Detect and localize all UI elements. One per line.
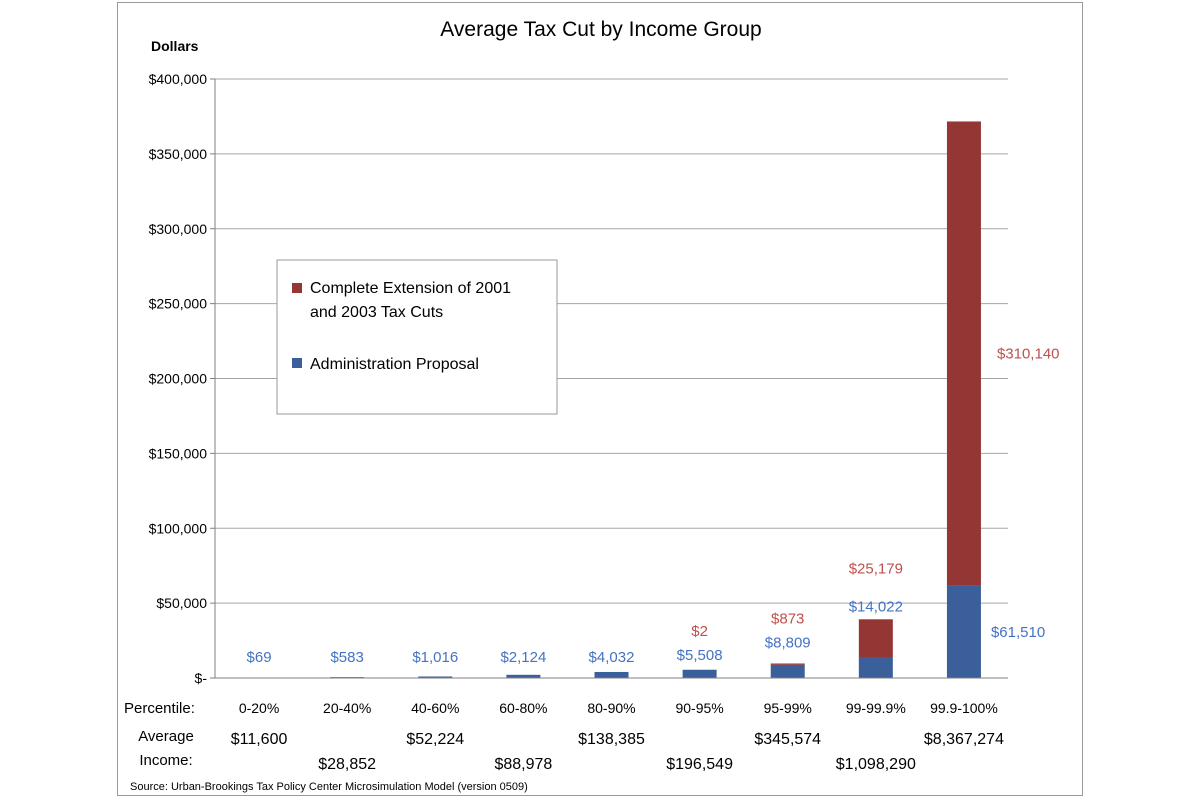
data-label-admin: $61,510 (991, 624, 1045, 641)
x-category-label: 20-40% (323, 700, 371, 716)
bar-extension (770, 663, 805, 665)
data-label-admin: $2,124 (500, 649, 546, 666)
average-income-label: $138,385 (578, 731, 645, 748)
average-income-label: $1,098,290 (836, 756, 916, 773)
legend-label-extension-line2: and 2003 Tax Cuts (310, 304, 443, 321)
data-label-admin: $583 (330, 649, 363, 666)
bar-admin (770, 664, 805, 678)
bar-admin (682, 669, 717, 678)
data-label-admin: $4,032 (589, 649, 635, 666)
bar-extension (946, 121, 981, 586)
data-label-admin: $69 (247, 649, 272, 666)
x-category-label: 90-95% (675, 700, 723, 716)
chart: Average Tax Cut by Income Group Dollars … (124, 18, 1060, 793)
y-tick-label: $350,000 (149, 146, 208, 162)
y-tick-label: $400,000 (149, 71, 208, 87)
data-label-extension: $25,179 (849, 560, 903, 577)
bar-admin (506, 674, 541, 678)
legend-swatch-extension (292, 283, 302, 293)
percentile-row-label: Percentile: (124, 700, 195, 717)
x-category-label: 80-90% (587, 700, 635, 716)
y-tick-label: $100,000 (149, 520, 208, 536)
x-category-label: 95-99% (764, 700, 812, 716)
y-tick-label: $- (195, 670, 208, 686)
data-label-extension: $2 (691, 623, 708, 640)
data-label-extension: $310,140 (997, 346, 1060, 363)
x-category-label: 40-60% (411, 700, 459, 716)
x-category-label: 0-20% (239, 700, 279, 716)
average-income-label: $196,549 (666, 756, 733, 773)
average-income-label: $52,224 (406, 731, 464, 748)
x-axis-categories: 0-20% 20-40% 40-60% 60-80% 80-90% 90-95% 95-99… (239, 700, 998, 716)
y-tick-label: $50,000 (156, 595, 207, 611)
average-income-label: $88,978 (494, 756, 552, 773)
legend-label-admin: Administration Proposal (310, 356, 479, 373)
average-income-labels: $11,600 $28,852 $52,224 $88,978 $138,385 $196… (231, 731, 1004, 773)
bars (242, 121, 981, 678)
legend-box (276, 259, 558, 415)
y-tick-label: $200,000 (149, 371, 208, 387)
data-label-admin: $1,016 (412, 649, 458, 666)
x-category-label: 99-99.9% (846, 700, 906, 716)
data-label-extension: $873 (771, 611, 804, 628)
data-labels: $69 $583 $1,016 $2,124 $4,032 $5,508 $2 $8,809 $… (247, 346, 1060, 666)
legend: Complete Extension of 2001 and 2003 Tax … (276, 259, 558, 415)
chart-frame: Average Tax Cut by Income Group Dollars … (117, 2, 1083, 796)
bar-admin (594, 671, 629, 678)
legend-swatch-admin (292, 358, 302, 368)
y-tick-label: $150,000 (149, 445, 208, 461)
bar-extension (858, 619, 893, 658)
x-category-label: 99.9-100% (930, 700, 998, 716)
source-note: Source: Urban-Brookings Tax Policy Cente… (130, 781, 528, 793)
average-income-label: $345,574 (754, 731, 821, 748)
data-label-admin: $14,022 (849, 598, 903, 615)
y-axis-unit-label: Dollars (151, 38, 199, 54)
legend-label-extension-line1: Complete Extension of 2001 (310, 280, 511, 297)
y-axis-ticks: $- $50,000 $100,000 $150,000 $200,000 $250,00… (149, 71, 215, 686)
y-tick-label: $300,000 (149, 221, 208, 237)
chart-title: Average Tax Cut by Income Group (440, 18, 761, 41)
average-income-label: $8,367,274 (924, 731, 1004, 748)
bar-admin (858, 657, 893, 678)
average-income-label: $11,600 (231, 731, 288, 748)
average-income-label: $28,852 (318, 756, 376, 773)
x-category-label: 60-80% (499, 700, 547, 716)
data-label-admin: $8,809 (765, 635, 811, 652)
data-label-admin: $5,508 (677, 647, 723, 664)
bar-admin (946, 585, 981, 678)
bar-admin (418, 676, 453, 678)
y-tick-label: $250,000 (149, 296, 208, 312)
income-row-label-line1: Average (138, 728, 194, 745)
income-row-label-line2: Income: (139, 752, 192, 769)
